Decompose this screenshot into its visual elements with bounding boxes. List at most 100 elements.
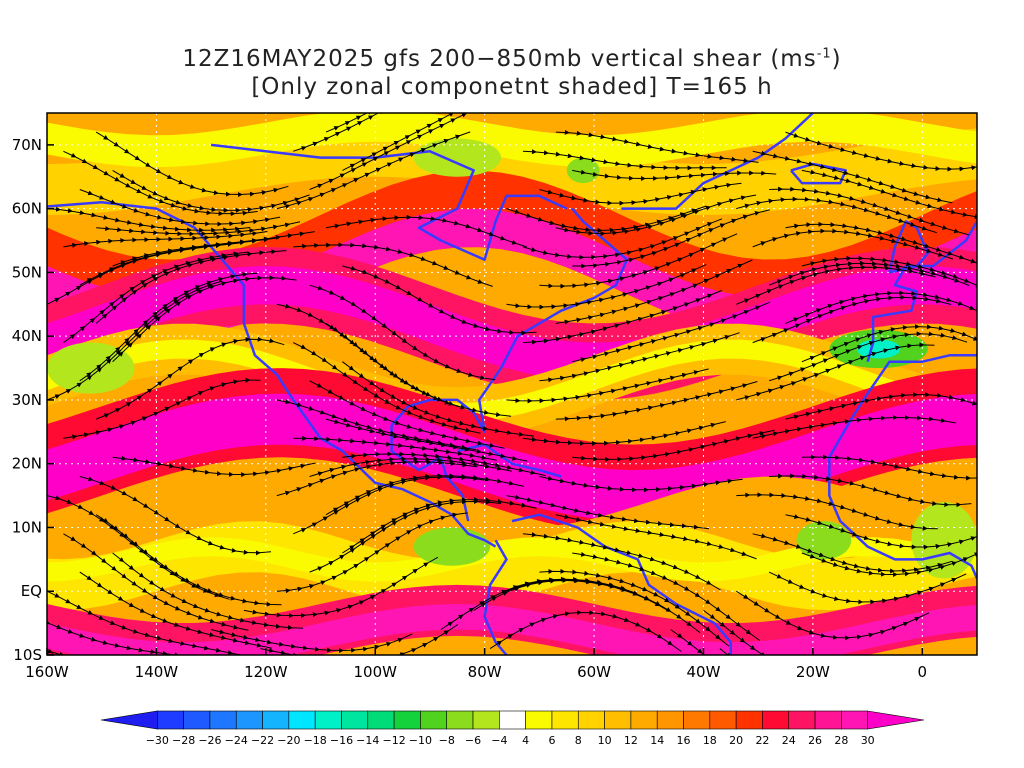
colorbar-label-16: 8 xyxy=(575,734,582,747)
colorbar-box-3 xyxy=(209,710,237,730)
colorbar-boxes xyxy=(100,710,925,730)
colorbar-box-14 xyxy=(499,710,526,730)
y-tick-label-4: 30N xyxy=(12,391,42,409)
chart-title-line1: 12Z16MAY2025 gfs 200−850mb vertical shea… xyxy=(0,46,1024,72)
x-tick-label-0: 160W xyxy=(25,663,69,681)
colorbar-label-27: 30 xyxy=(861,734,875,747)
plot-frame xyxy=(46,112,978,656)
streamline-40 xyxy=(112,455,316,478)
streamline-7 xyxy=(670,629,850,655)
colorbar-label-5: −20 xyxy=(277,734,300,747)
streamline-94 xyxy=(506,205,707,233)
colorbar-label-7: −16 xyxy=(330,734,353,747)
colorbar-box-6 xyxy=(288,710,316,730)
colorbar-label-25: 26 xyxy=(808,734,822,747)
colorbar-box-12 xyxy=(446,710,474,730)
plot-area xyxy=(47,113,977,655)
colorbar-arrow-high xyxy=(867,710,925,730)
colorbar-box-16 xyxy=(551,710,579,730)
streamline-42 xyxy=(572,429,775,462)
colorbar-label-23: 22 xyxy=(755,734,769,747)
colorbar-label-11: −8 xyxy=(439,734,455,747)
colorbar-label-13: −4 xyxy=(491,734,507,747)
streamline-104 xyxy=(63,150,258,217)
colorbar-box-21 xyxy=(683,710,711,730)
colorbar-label-3: −24 xyxy=(225,734,248,747)
x-tick-label-3: 100W xyxy=(354,663,398,681)
colorbar-box-1 xyxy=(157,710,184,730)
streamline-50 xyxy=(555,381,758,422)
colorbar-box-25 xyxy=(788,710,816,730)
colorbar-label-24: 24 xyxy=(782,734,796,747)
colorbar-box-5 xyxy=(262,710,290,730)
y-tick-label-7: EQ xyxy=(21,582,42,600)
colorbar-label-9: −12 xyxy=(382,734,405,747)
y-axis: 70N 60N 50N 40N 30N 20N 10N EQ 10S xyxy=(12,136,54,664)
colorbar-label-26: 28 xyxy=(834,734,848,747)
x-tick-label-1: 140W xyxy=(135,663,179,681)
y-tick-label-2: 50N xyxy=(12,263,42,281)
y-tick-label-8: 10S xyxy=(13,646,42,664)
streamline-46 xyxy=(522,421,726,446)
title-line1-superscript: -1 xyxy=(816,46,832,62)
streamline-36 xyxy=(79,476,271,556)
colorbar-label-6: −18 xyxy=(304,734,327,747)
streamline-102 xyxy=(572,169,777,182)
colorbar-label-4: −22 xyxy=(251,734,274,747)
streamline-38 xyxy=(539,475,743,493)
x-tick-label-7: 20W xyxy=(796,663,830,681)
colorbar-label-21: 18 xyxy=(703,734,717,747)
x-tick-label-6: 40W xyxy=(687,663,721,681)
colorbar-box-8 xyxy=(341,710,369,730)
y-tick-label-1: 60N xyxy=(12,200,42,218)
streamline-27 xyxy=(752,533,953,574)
colorbar-box-26 xyxy=(814,710,842,730)
x-tick-label-8: 0 xyxy=(918,663,928,681)
streamline-layer xyxy=(47,113,977,655)
shear-map-chart: 160W 140W 120W 100W 80W 60W 40W 20W 0 70N 60N 50N 4… xyxy=(12,112,978,681)
colorbar-labels: −30 −28 −26 −24 −22 −20 −18 −16 −14 −12 −10 −8 −6 −4 4… xyxy=(146,734,875,747)
streamline-77 xyxy=(309,284,496,381)
colorbar-label-8: −14 xyxy=(356,734,379,747)
x-tick-label-5: 60W xyxy=(577,663,611,681)
streamline-1 xyxy=(260,624,459,655)
title-line1-prefix: 12Z16MAY2025 gfs 200−850mb vertical shea… xyxy=(182,46,817,72)
colorbar-label-12: −6 xyxy=(465,734,481,747)
colorbar-label-2: −26 xyxy=(198,734,221,747)
colorbar-label-15: 6 xyxy=(548,734,555,747)
streamline-43 xyxy=(801,454,977,481)
streamline-107 xyxy=(752,150,953,204)
streamline-89 xyxy=(325,214,527,248)
streamline-109 xyxy=(325,113,498,133)
streamline-108 xyxy=(95,131,289,198)
colorbar-label-18: 12 xyxy=(624,734,638,747)
colorbar-label-1: −28 xyxy=(172,734,195,747)
x-tick-label-4: 80W xyxy=(468,663,502,681)
colorbar-label-19: 14 xyxy=(650,734,664,747)
colorbar-box-7 xyxy=(314,710,342,730)
colorbar-box-27 xyxy=(841,710,868,730)
y-tick-label-3: 40N xyxy=(12,327,42,345)
colorbar-box-9 xyxy=(367,710,395,730)
colorbar-box-17 xyxy=(577,710,605,730)
colorbar-box-4 xyxy=(235,710,263,730)
streamline-98 xyxy=(539,182,742,206)
chart-title-line2: [Only zonal componetnt shaded] T=165 h xyxy=(251,74,773,100)
streamline-19 xyxy=(768,571,967,605)
streamline-39 xyxy=(769,473,972,508)
streamline-105 xyxy=(293,113,469,152)
colorbar-box-22 xyxy=(709,710,737,730)
y-tick-label-0: 70N xyxy=(12,136,42,154)
streamline-85 xyxy=(293,242,493,287)
colorbar-label-22: 20 xyxy=(729,734,743,747)
streamline-15 xyxy=(736,590,930,641)
colorbar-label-10: −10 xyxy=(409,734,432,747)
x-axis: 160W 140W 120W 100W 80W 60W 40W 20W 0 xyxy=(25,648,927,681)
streamline-106 xyxy=(522,149,727,171)
y-tick-label-5: 20N xyxy=(12,455,42,473)
streamline-110 xyxy=(555,129,759,164)
colorbar-box-15 xyxy=(525,710,553,730)
colorbar-box-13 xyxy=(472,710,500,730)
colorbar-box-2 xyxy=(183,710,211,730)
